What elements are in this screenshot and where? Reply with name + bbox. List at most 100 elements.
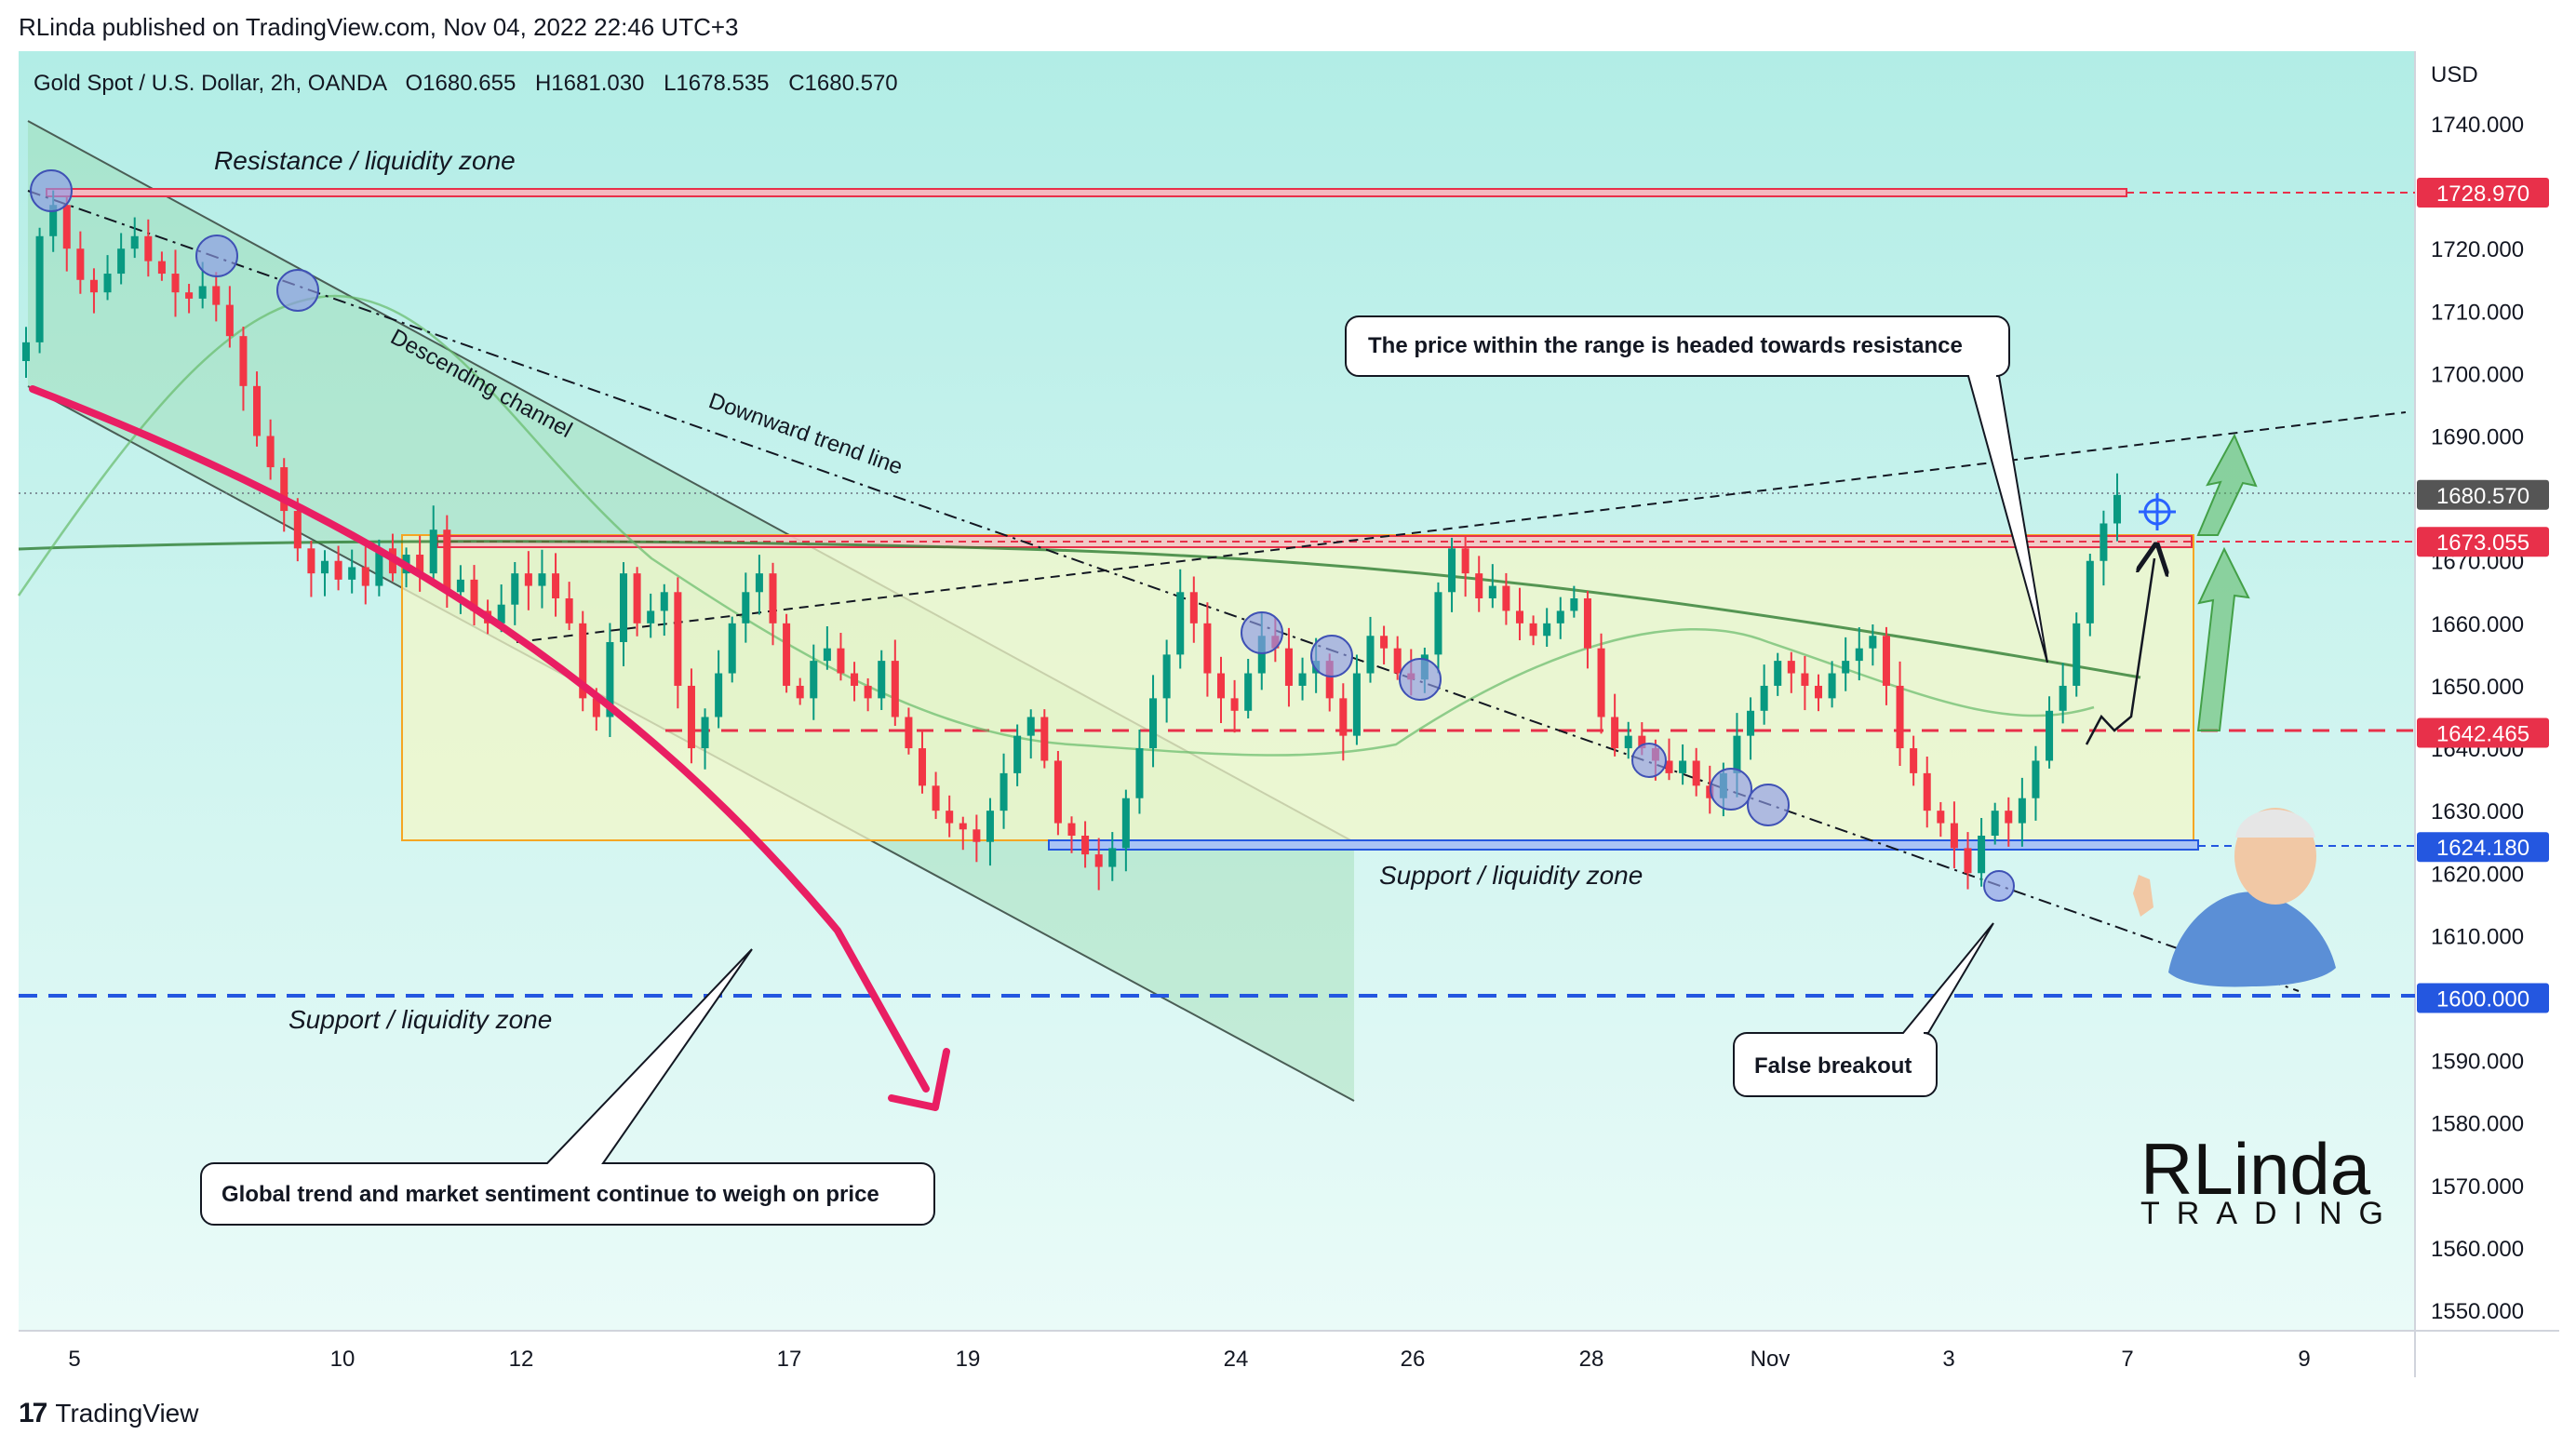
global-trend-curve (29, 385, 930, 1093)
candle-body (443, 530, 451, 593)
touch-point (1747, 784, 1790, 826)
touch-point (276, 269, 319, 312)
price-axis-label: 1560.000 (2431, 1237, 2524, 1262)
candle-body (1162, 654, 1171, 699)
candle-body (565, 598, 573, 623)
candle-body (1583, 598, 1591, 649)
price-axis-label: 1550.000 (2431, 1299, 2524, 1324)
price-axis-label: 1700.000 (2431, 362, 2524, 387)
candle-body (1787, 661, 1795, 674)
price-axis-label: 1630.000 (2431, 799, 2524, 825)
candle-body (851, 673, 859, 686)
price-axis-label: 1620.000 (2431, 862, 2524, 887)
candle-body (728, 623, 736, 674)
instrument-title: Gold Spot / U.S. Dollar, 2h, OANDA (34, 71, 387, 96)
time-axis-label: 7 (2121, 1347, 2133, 1372)
candle-body (320, 560, 329, 574)
price-badge: 1673.055 (2417, 527, 2549, 557)
candle-body (1991, 811, 1999, 836)
candle-body (633, 573, 641, 623)
price-badge-text: 1600.000 (2436, 986, 2529, 1012)
candle-body (1121, 798, 1130, 849)
candle-body (606, 641, 614, 717)
candle-body (755, 573, 763, 593)
touch-point (1399, 658, 1442, 701)
ohlc-close: C1680.570 (788, 71, 897, 96)
candle-body (1230, 698, 1239, 711)
candle-body (878, 661, 886, 699)
candle-body (1434, 592, 1442, 655)
candle-body (1040, 717, 1049, 761)
time-axis-label: 5 (68, 1347, 80, 1372)
candle-body (715, 673, 723, 717)
touch-point (30, 169, 73, 212)
candle-body (117, 248, 126, 275)
time-axis-label: 24 (1224, 1347, 1249, 1372)
candle-body (796, 685, 804, 699)
callout-false-breakout-box (1733, 922, 1994, 1097)
time-axis-label: 28 (1579, 1347, 1604, 1372)
candle-body (1094, 854, 1103, 867)
candle-body (1556, 610, 1564, 623)
price-badge: 1680.570 (2417, 479, 2549, 510)
touch-point (1710, 768, 1752, 811)
candle-body (1869, 636, 1877, 649)
crosshair-target-icon (2139, 493, 2176, 530)
thumbs-up-figure (2133, 808, 2336, 987)
support-zone-right-label: Support / liquidity zone (1379, 861, 1643, 890)
candle-body (470, 579, 478, 611)
candle-body (1529, 623, 1537, 637)
candle-body (1814, 685, 1823, 699)
candle-body (905, 717, 913, 749)
candle-body (538, 573, 546, 586)
candle-body (1135, 748, 1144, 798)
callout-false-breakout-text: False breakout (1754, 1053, 1912, 1079)
candle-body (89, 279, 98, 293)
price-badge: 1624.180 (2417, 832, 2549, 863)
candle-body (552, 573, 560, 598)
price-axis-label: 1650.000 (2431, 675, 2524, 700)
candle-body (986, 811, 994, 842)
candle-body (823, 648, 831, 662)
candle-body (1067, 823, 1076, 836)
global-trend-arrowhead (888, 1048, 950, 1111)
svg-text:Gold Spot / U.S. Dollar, 2h, O: Gold Spot / U.S. Dollar, 2h, OANDA O1680… (34, 71, 898, 96)
price-axis-label: 1740.000 (2431, 113, 2524, 138)
candle-body (157, 261, 166, 275)
projection-path (2085, 558, 2154, 745)
resistance-zone-label: Resistance / liquidity zone (214, 146, 516, 175)
candle-body (456, 579, 464, 593)
support-zone-left-label: Support / liquidity zone (288, 1005, 552, 1034)
price-axis-label: 1710.000 (2431, 300, 2524, 325)
candle-body (361, 567, 369, 586)
time-axis-label: 12 (509, 1347, 534, 1372)
candle-body (2086, 560, 2094, 623)
resistance-zone-strip (46, 188, 2127, 197)
candle-body (1176, 592, 1185, 655)
candle-body (1189, 592, 1198, 623)
candle-body (701, 717, 709, 749)
candle-body (1828, 673, 1836, 699)
candle-body (742, 592, 750, 623)
price-axis-label: 1590.000 (2431, 1050, 2524, 1075)
candle-body (1325, 661, 1334, 699)
candle-body (416, 555, 424, 574)
touch-point (1310, 635, 1353, 677)
candle-body (334, 560, 342, 580)
candle-body (837, 648, 845, 674)
callout-resistance-text: The price within the range is headed tow… (1368, 333, 1963, 358)
candle-body (1543, 623, 1551, 637)
price-badge-text: 1673.055 (2436, 530, 2529, 556)
candle-body (1393, 648, 1402, 674)
candle-body (2113, 494, 2122, 524)
price-badge: 1728.970 (2417, 178, 2549, 208)
candle-body (1352, 673, 1361, 736)
candle-body (239, 336, 248, 386)
candle-body (266, 436, 275, 468)
candle-body (619, 573, 628, 642)
candle-body (1502, 585, 1510, 611)
candle-body (592, 698, 600, 717)
published-header: RLinda published on TradingView.com, Nov… (19, 13, 739, 41)
candle-body (62, 205, 71, 249)
candle-body (1448, 548, 1456, 593)
